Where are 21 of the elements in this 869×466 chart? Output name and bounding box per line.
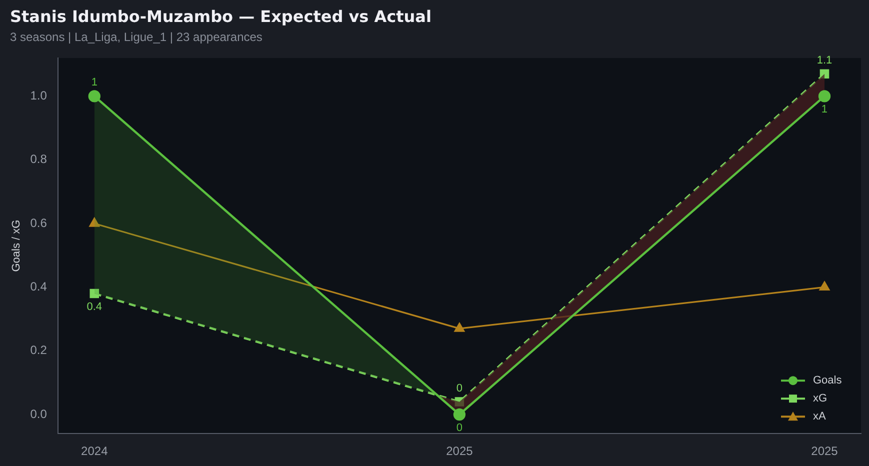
- y-tick-label: 0.2: [30, 343, 48, 358]
- data-label: 0: [456, 422, 463, 434]
- x-tick-label: 2024: [81, 444, 108, 458]
- data-label: 1: [91, 76, 98, 89]
- data-label: 1: [821, 104, 828, 116]
- legend-label: xG: [813, 392, 828, 405]
- y-tick-label: 0.6: [30, 216, 48, 230]
- y-tick-label: 0.0: [30, 406, 48, 421]
- chart-title: Stanis Idumbo-Muzambo — Expected vs Actual: [10, 7, 432, 26]
- legend-label: xA: [813, 410, 826, 423]
- y-axis-title: Goals / xG: [10, 220, 23, 272]
- x-tick-label: 2025: [446, 444, 474, 458]
- data-label: 0: [456, 382, 463, 394]
- y-tick-label: 0.8: [30, 152, 48, 166]
- data-label: 0.4: [86, 301, 102, 314]
- x-tick-label: 2025: [811, 444, 838, 458]
- y-tick-label: 1.0: [30, 88, 48, 103]
- chart-subtitle: 3 seasons | La_Liga, Ligue_1 | 23 appearances: [10, 30, 262, 44]
- legend-label: Goals: [813, 374, 842, 387]
- data-label: 1.1: [816, 54, 832, 66]
- y-tick-label: 0.4: [30, 279, 48, 294]
